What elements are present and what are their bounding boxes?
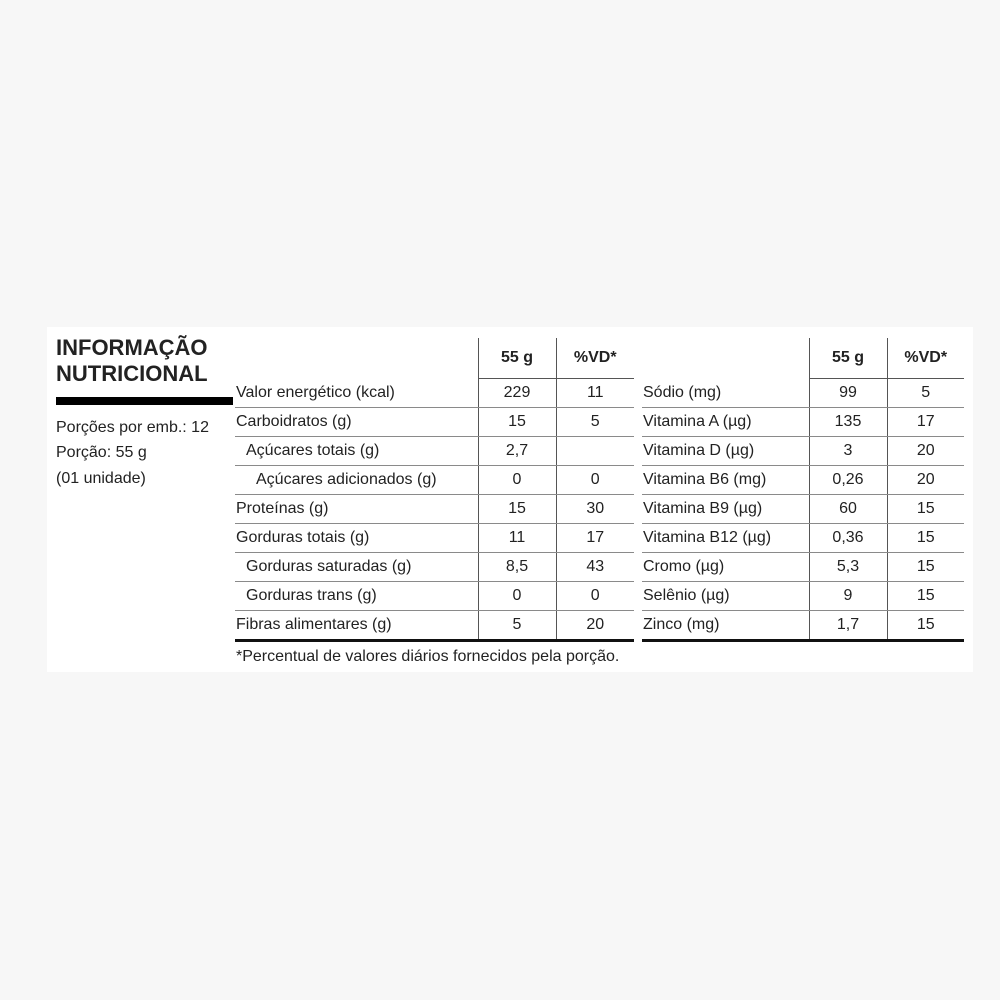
nutrient-amount: 135 bbox=[808, 407, 887, 437]
nutrient-name: Vitamina A (µg) bbox=[642, 407, 809, 437]
nutrient-name: Zinco (mg) bbox=[642, 610, 809, 642]
nutrient-amount: 229 bbox=[477, 378, 556, 408]
nutrient-name: Açúcares adicionados (g) bbox=[235, 465, 478, 495]
nutrient-row: Vitamina A (µg) 135 17 bbox=[642, 407, 964, 437]
nutrient-daily-value: 11 bbox=[555, 378, 634, 408]
nutrient-amount: 0,36 bbox=[808, 523, 887, 553]
nutrient-daily-value: 43 bbox=[555, 552, 634, 582]
nutrient-daily-value: 5 bbox=[555, 407, 634, 437]
nutrient-amount: 8,5 bbox=[477, 552, 556, 582]
title-line-2: NUTRICIONAL bbox=[56, 361, 208, 386]
nutrient-daily-value: 0 bbox=[555, 465, 634, 495]
nutrient-row: Cromo (µg) 5,3 15 bbox=[642, 552, 964, 582]
nutrient-daily-value: 15 bbox=[886, 552, 964, 582]
nutrient-amount: 0 bbox=[477, 465, 556, 495]
nutrient-name: Gorduras trans (g) bbox=[235, 581, 478, 611]
nutrient-name: Vitamina B12 (µg) bbox=[642, 523, 809, 553]
nutrient-amount: 9 bbox=[808, 581, 887, 611]
nutrient-amount: 60 bbox=[808, 494, 887, 524]
nutrient-name: Sódio (mg) bbox=[642, 378, 809, 408]
nutrient-amount: 1,7 bbox=[808, 610, 887, 642]
nutrient-row: Vitamina D (µg) 3 20 bbox=[642, 436, 964, 466]
nutrient-name: Carboidratos (g) bbox=[235, 407, 478, 437]
nutrient-daily-value: 0 bbox=[555, 581, 634, 611]
header-blank bbox=[642, 338, 809, 379]
nutrient-amount: 2,7 bbox=[477, 436, 556, 466]
nutrient-amount: 5,3 bbox=[808, 552, 887, 582]
nutrient-daily-value: 17 bbox=[555, 523, 634, 553]
nutrient-amount: 15 bbox=[477, 407, 556, 437]
nutrient-name: Gorduras totais (g) bbox=[235, 523, 478, 553]
nutrient-daily-value: 20 bbox=[555, 610, 634, 642]
footnote: *Percentual de valores diários fornecido… bbox=[236, 648, 620, 665]
nutrient-name: Vitamina D (µg) bbox=[642, 436, 809, 466]
nutrient-row: Vitamina B6 (mg) 0,26 20 bbox=[642, 465, 964, 495]
title-line-1: INFORMAÇÃO bbox=[56, 335, 208, 360]
nutrient-amount: 11 bbox=[477, 523, 556, 553]
nutrient-name: Fibras alimentares (g) bbox=[235, 610, 478, 642]
nutrient-daily-value: 15 bbox=[886, 581, 964, 611]
nutrient-amount: 0 bbox=[477, 581, 556, 611]
nutrient-row: Proteínas (g) 15 30 bbox=[235, 494, 634, 524]
nutrient-row: Selênio (µg) 9 15 bbox=[642, 581, 964, 611]
nutrients-table-right: 55 g %VD* Sódio (mg) 99 5 Vitamina A (µg) 13… bbox=[642, 338, 964, 642]
nutrients-table-left: 55 g %VD* Valor energético (kcal) 229 11 Ca… bbox=[235, 338, 634, 642]
nutrient-row: Carboidratos (g) 15 5 bbox=[235, 407, 634, 437]
nutrient-row: Sódio (mg) 99 5 bbox=[642, 378, 964, 408]
nutrient-daily-value: 20 bbox=[886, 465, 964, 495]
title-divider bbox=[56, 397, 233, 405]
nutrient-name: Cromo (µg) bbox=[642, 552, 809, 582]
nutrient-daily-value: 20 bbox=[886, 436, 964, 466]
nutrient-daily-value: 15 bbox=[886, 523, 964, 553]
nutrient-row: Gorduras saturadas (g) 8,5 43 bbox=[235, 552, 634, 582]
nutrient-daily-value: 5 bbox=[886, 378, 964, 408]
nutrient-row: Vitamina B12 (µg) 0,36 15 bbox=[642, 523, 964, 553]
serving-unit: (01 unidade) bbox=[56, 470, 146, 487]
header-amount: 55 g bbox=[808, 338, 887, 379]
label-title: INFORMAÇÃO NUTRICIONAL bbox=[56, 335, 208, 387]
nutrient-row: Açúcares adicionados (g) 0 0 bbox=[235, 465, 634, 495]
nutrient-row: Gorduras totais (g) 11 17 bbox=[235, 523, 634, 553]
header-blank bbox=[235, 338, 478, 379]
nutrient-name: Proteínas (g) bbox=[235, 494, 478, 524]
nutrient-name: Selênio (µg) bbox=[642, 581, 809, 611]
header-daily-value: %VD* bbox=[555, 338, 634, 379]
nutrient-name: Açúcares totais (g) bbox=[235, 436, 478, 466]
nutrient-name: Vitamina B6 (mg) bbox=[642, 465, 809, 495]
servings-per-package: Porções por emb.: 12 bbox=[56, 419, 209, 436]
nutrient-name: Valor energético (kcal) bbox=[235, 378, 478, 408]
nutrient-amount: 0,26 bbox=[808, 465, 887, 495]
nutrient-daily-value: 15 bbox=[886, 610, 964, 642]
nutrient-amount: 15 bbox=[477, 494, 556, 524]
nutrient-daily-value bbox=[555, 436, 634, 466]
header-daily-value: %VD* bbox=[886, 338, 964, 379]
nutrient-row: Valor energético (kcal) 229 11 bbox=[235, 378, 634, 408]
nutrient-row: Açúcares totais (g) 2,7 bbox=[235, 436, 634, 466]
nutrient-amount: 5 bbox=[477, 610, 556, 642]
nutrient-amount: 3 bbox=[808, 436, 887, 466]
nutrient-daily-value: 15 bbox=[886, 494, 964, 524]
nutrient-row: Fibras alimentares (g) 5 20 bbox=[235, 610, 634, 642]
nutrient-amount: 99 bbox=[808, 378, 887, 408]
nutrient-row: Gorduras trans (g) 0 0 bbox=[235, 581, 634, 611]
nutrient-daily-value: 30 bbox=[555, 494, 634, 524]
nutrient-name: Vitamina B9 (µg) bbox=[642, 494, 809, 524]
nutrient-row: Zinco (mg) 1,7 15 bbox=[642, 610, 964, 642]
nutrient-name: Gorduras saturadas (g) bbox=[235, 552, 478, 582]
nutrient-row: Vitamina B9 (µg) 60 15 bbox=[642, 494, 964, 524]
serving-size: Porção: 55 g bbox=[56, 444, 147, 461]
header-amount: 55 g bbox=[477, 338, 556, 379]
nutrient-daily-value: 17 bbox=[886, 407, 964, 437]
